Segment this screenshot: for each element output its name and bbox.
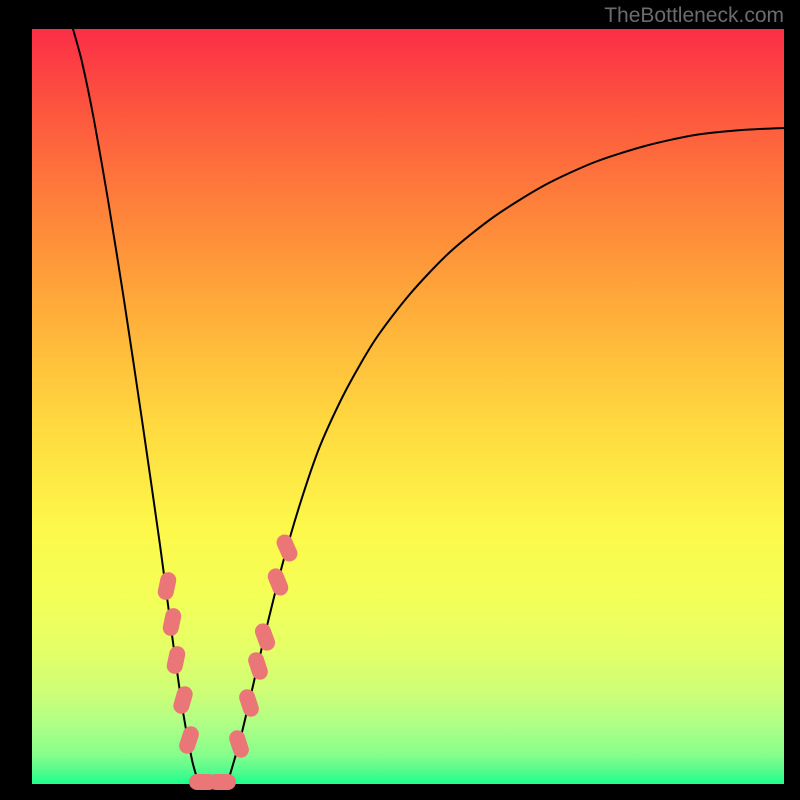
- plot-area: [32, 29, 784, 784]
- watermark: TheBottleneck.com: [604, 4, 784, 28]
- chart-container: TheBottleneck.com: [0, 0, 800, 800]
